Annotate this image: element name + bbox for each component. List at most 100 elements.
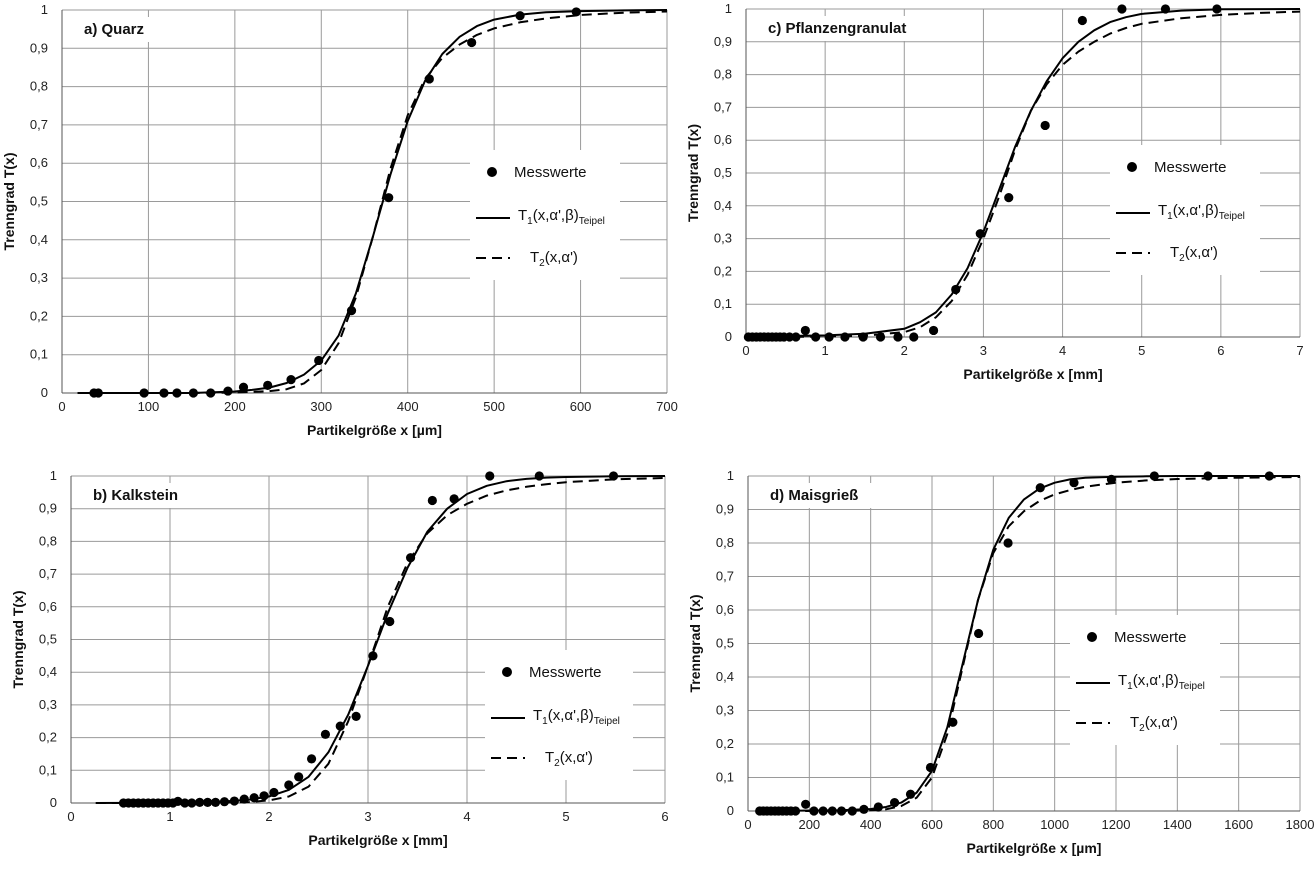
x-tick-label: 400 bbox=[860, 817, 882, 832]
measured-point bbox=[306, 754, 317, 764]
y-axis-title: Trenngrad T(x) bbox=[10, 590, 26, 688]
y-tick-label: 0 bbox=[725, 329, 732, 344]
panel-title: c) Pflanzengranulat bbox=[768, 20, 906, 37]
legend-t2-main: T bbox=[530, 249, 539, 266]
measured-point bbox=[1077, 15, 1087, 26]
measured-point bbox=[384, 193, 394, 203]
measured-point bbox=[928, 325, 939, 336]
y-tick-label: 0 bbox=[41, 385, 48, 400]
y-tick-label: 0,8 bbox=[39, 533, 57, 548]
y-tick-label: 0,5 bbox=[714, 165, 732, 180]
measured-point bbox=[385, 616, 395, 627]
y-tick-label: 0,1 bbox=[39, 762, 57, 777]
y-tick-label: 0,9 bbox=[39, 501, 57, 516]
legend-t1-sub: 1 bbox=[1127, 681, 1133, 692]
x-tick-label: 0 bbox=[742, 343, 749, 358]
y-tick-label: 0,9 bbox=[30, 40, 48, 55]
legend-t2-args: (x,α') bbox=[545, 249, 578, 266]
legend-t1-main: T bbox=[1118, 672, 1127, 689]
legend-label-t2: T2(x,α') bbox=[545, 749, 593, 769]
legend-t2-sub: 2 bbox=[554, 758, 560, 769]
chart-panel-d: 0 200 400 600 800 1000 1200 1400 1600 1800 0 0,1 0,2… bbox=[687, 468, 1314, 856]
y-tick-label: 0,7 bbox=[714, 99, 732, 114]
x-tick-label: 5 bbox=[1138, 343, 1145, 358]
x-tick-label: 600 bbox=[921, 817, 943, 832]
x-tick-label: 400 bbox=[397, 399, 419, 414]
legend-t1-main: T bbox=[518, 207, 527, 224]
model-curve-t1 bbox=[757, 475, 1300, 812]
x-tick-label: 0 bbox=[744, 817, 751, 832]
panel-title: b) Kalkstein bbox=[93, 487, 178, 504]
y-tick-label: 1 bbox=[50, 468, 57, 483]
x-axis-title: Partikelgröße x [µm] bbox=[307, 422, 442, 438]
legend-label-measured: Messwerte bbox=[529, 664, 602, 681]
legend-label-t1: T1(x,α',β)Teipel bbox=[1158, 202, 1245, 222]
measured-point bbox=[351, 711, 361, 721]
legend-t1-sub: 1 bbox=[527, 216, 533, 227]
panel-title-background bbox=[764, 483, 887, 508]
y-tick-label: 0,1 bbox=[716, 770, 734, 785]
x-tick-label: 3 bbox=[980, 343, 987, 358]
legend-t1-args: (x,α',β) bbox=[1133, 672, 1179, 689]
y-tick-label: 0,2 bbox=[39, 730, 57, 745]
y-tick-label: 1 bbox=[41, 2, 48, 17]
y-tick-label: 0,8 bbox=[30, 79, 48, 94]
legend-label-t1: T1(x,α',β)Teipel bbox=[518, 207, 605, 227]
y-tick-label: 0,5 bbox=[30, 194, 48, 209]
y-tick-label: 0,2 bbox=[714, 263, 732, 278]
model-curve-t2 bbox=[77, 10, 668, 394]
legend-t2-args: (x,α') bbox=[1145, 714, 1178, 731]
y-tick-label: 0,2 bbox=[716, 736, 734, 751]
measured-point bbox=[1040, 120, 1050, 131]
y-tick-label: 0,4 bbox=[714, 198, 732, 213]
x-tick-label: 200 bbox=[798, 817, 820, 832]
legend-marker-symbol bbox=[487, 167, 497, 177]
panel-title-background bbox=[762, 16, 949, 41]
measured-point bbox=[905, 789, 916, 799]
y-tick-label: 0,4 bbox=[39, 664, 57, 679]
measured-point bbox=[485, 471, 495, 481]
legend-label-measured: Messwerte bbox=[1114, 629, 1187, 646]
y-tick-label: 0,3 bbox=[716, 703, 734, 718]
x-tick-label: 700 bbox=[656, 399, 678, 414]
legend-t1-sub: 1 bbox=[542, 716, 548, 727]
measured-point bbox=[801, 799, 811, 809]
x-tick-label: 100 bbox=[138, 399, 160, 414]
x-tick-label: 5 bbox=[562, 809, 569, 824]
x-tick-label: 1 bbox=[822, 343, 829, 358]
legend-t1-main: T bbox=[1158, 202, 1167, 219]
legend-t1-sub2: Teipel bbox=[594, 716, 620, 727]
legend-t1-sub: 1 bbox=[1167, 211, 1173, 222]
legend-t1-args: (x,α',β) bbox=[1173, 202, 1219, 219]
measured-point bbox=[467, 37, 477, 48]
measured-point bbox=[909, 332, 919, 342]
y-tick-label: 0 bbox=[50, 795, 57, 810]
x-tick-label: 1800 bbox=[1286, 817, 1315, 832]
y-tick-label: 0,4 bbox=[716, 669, 734, 684]
measured-point bbox=[1117, 4, 1127, 14]
x-tick-label: 1200 bbox=[1102, 817, 1131, 832]
legend-t2-args: (x,α') bbox=[560, 749, 593, 766]
panel-title-background bbox=[78, 17, 164, 42]
measured-point bbox=[427, 495, 437, 506]
measured-point bbox=[314, 355, 324, 366]
x-tick-label: 0 bbox=[58, 399, 65, 414]
legend-label-t2: T2(x,α') bbox=[1170, 244, 1218, 264]
x-tick-label: 6 bbox=[1217, 343, 1224, 358]
y-tick-label: 0,6 bbox=[39, 599, 57, 614]
x-tick-label: 2 bbox=[901, 343, 908, 358]
x-axis-title: Partikelgröße x [mm] bbox=[308, 832, 447, 848]
panel-title: d) Maisgrieß bbox=[770, 487, 858, 504]
x-tick-label: 600 bbox=[570, 399, 592, 414]
x-tick-label: 1400 bbox=[1163, 817, 1192, 832]
measured-point bbox=[1069, 478, 1079, 488]
chart-panel-c: 0 1 2 3 4 5 6 7 0 0,1 0,2 0,3 0,4 0,5 0,6 0,7 0,8 0,9 1 Par… bbox=[685, 1, 1304, 382]
legend-label-t2: T2(x,α') bbox=[1130, 714, 1178, 734]
y-tick-label: 0,4 bbox=[30, 232, 48, 247]
x-axis-title: Partikelgröße x [mm] bbox=[963, 366, 1102, 382]
legend-t2-main: T bbox=[1130, 714, 1139, 731]
x-tick-label: 800 bbox=[982, 817, 1004, 832]
